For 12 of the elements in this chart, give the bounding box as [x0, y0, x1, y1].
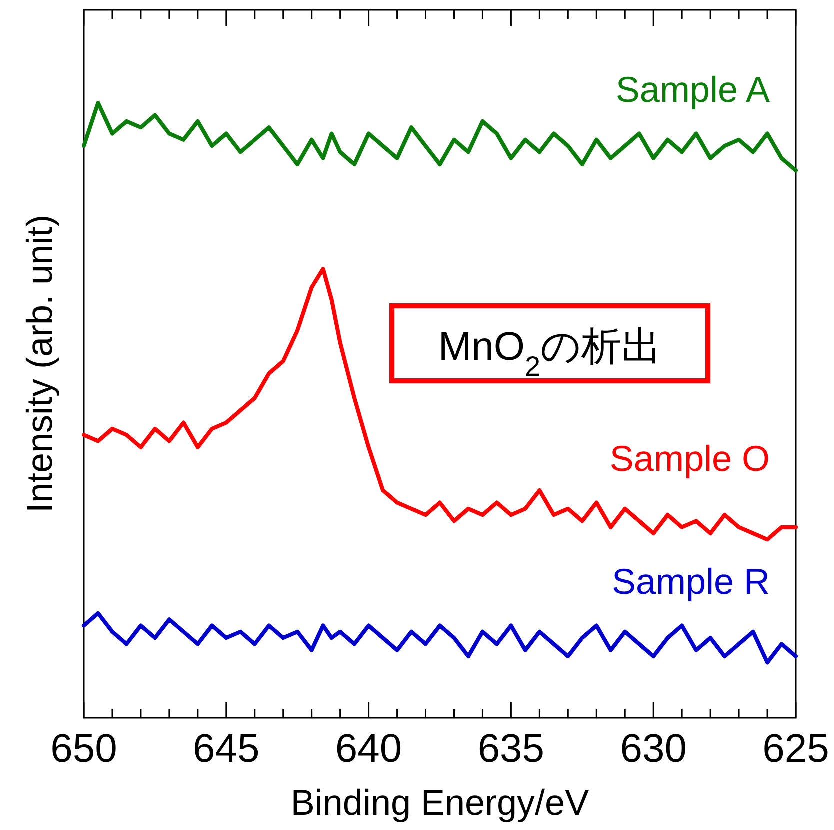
x-tick-label: 650 [50, 727, 118, 771]
y-axis-title: Intensity (arb. unit) [19, 214, 60, 514]
x-tick-label: 630 [620, 727, 687, 771]
x-tick-label: 625 [762, 727, 830, 771]
x-axis-title: Binding Energy/eV [290, 782, 590, 823]
x-tick-label: 640 [335, 727, 402, 771]
series-label: Sample R [612, 560, 770, 602]
annotation: MnO$_{2}$の析出 [438, 325, 662, 382]
series-label: Sample A [616, 68, 770, 110]
x-tick-label: 645 [193, 727, 260, 771]
x-tick-label: 635 [478, 727, 545, 771]
series-label: Sample O [610, 438, 770, 479]
